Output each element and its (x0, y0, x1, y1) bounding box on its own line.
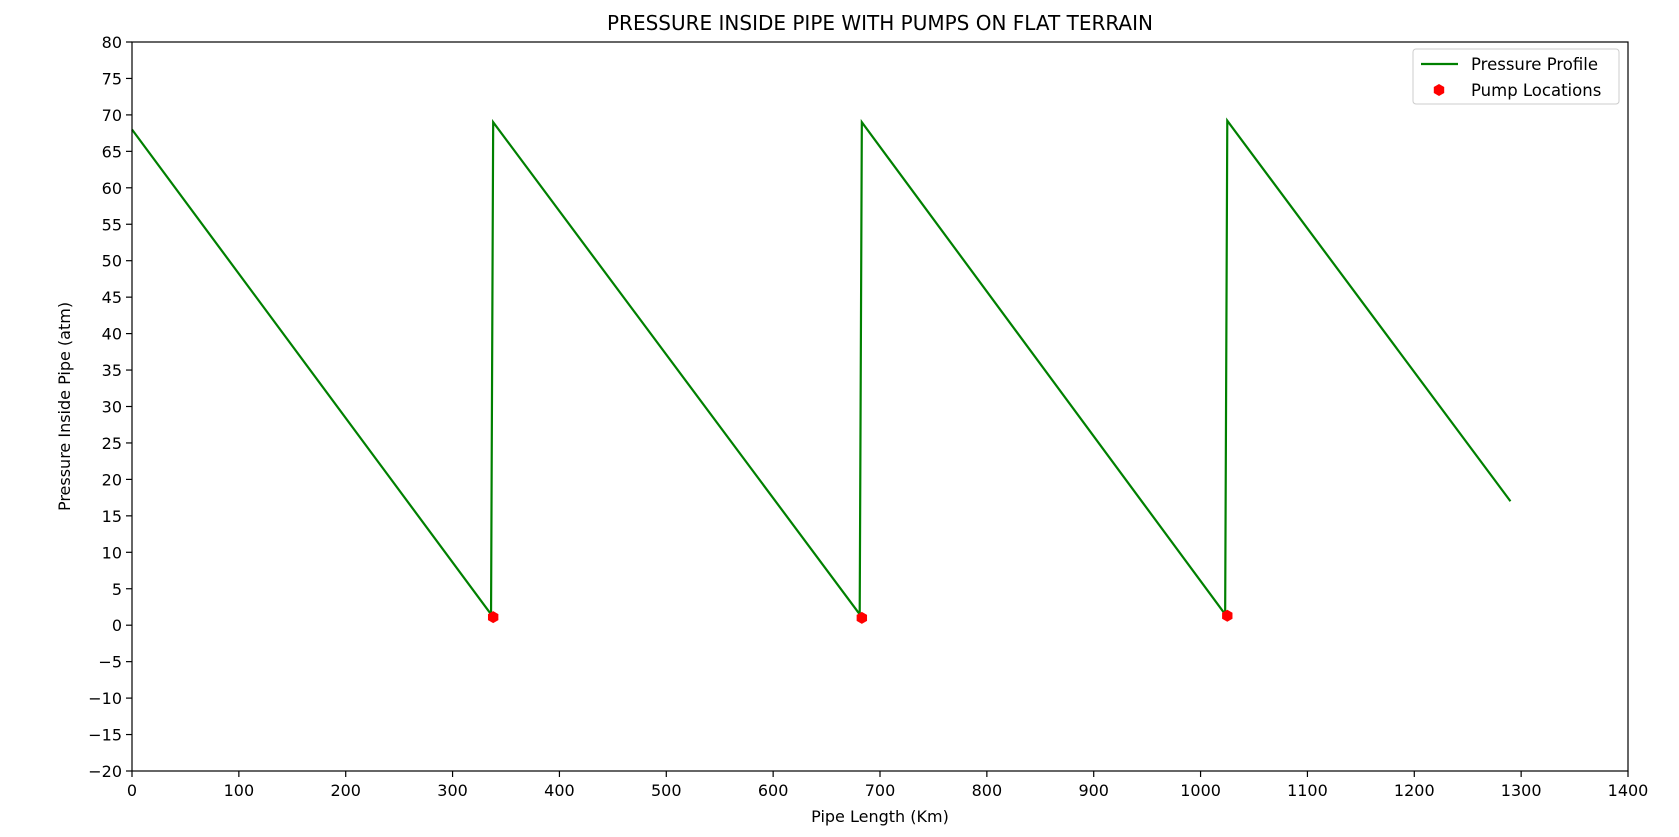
y-tick-label: −20 (88, 762, 122, 781)
y-tick-label: 45 (102, 288, 122, 307)
pump-location-marker (856, 611, 868, 624)
legend-box (1412, 48, 1620, 105)
y-tick-label: 60 (102, 179, 122, 198)
y-tick-label: 80 (102, 33, 122, 52)
x-axis-label: Pipe Length (Km) (811, 807, 949, 826)
x-tick-label: 800 (972, 781, 1003, 800)
x-tick-label: 1200 (1394, 781, 1435, 800)
x-tick-label: 300 (437, 781, 468, 800)
plot-frame (131, 41, 1629, 772)
y-tick-label: 15 (102, 507, 122, 526)
chart-title: PRESSURE INSIDE PIPE WITH PUMPS ON FLAT … (607, 11, 1153, 35)
x-axis-ticks: 0 100 200 300 400 500 600 700 800 900 1000 1100 1200… (127, 771, 1648, 800)
y-tick-label: −5 (98, 653, 122, 672)
x-tick-label: 700 (865, 781, 896, 800)
y-tick-label: −10 (88, 689, 122, 708)
x-tick-label: 900 (1078, 781, 1109, 800)
y-tick-label: 70 (102, 106, 122, 125)
pressure-profile-line (131, 117, 1512, 618)
y-tick-label: 0 (112, 616, 122, 635)
y-axis-label: Pressure Inside Pipe (atm) (55, 302, 74, 511)
x-tick-label: 1400 (1608, 781, 1649, 800)
y-tick-label: 40 (102, 325, 122, 344)
y-tick-label: 35 (102, 361, 122, 380)
y-tick-label: 5 (112, 580, 122, 599)
y-tick-label: 20 (102, 470, 122, 489)
legend: Pressure Profile Pump Locations (1412, 48, 1620, 105)
plot-area (131, 117, 1512, 624)
y-tick-label: 55 (102, 215, 122, 234)
y-tick-label: 75 (102, 69, 122, 88)
x-tick-label: 0 (127, 781, 137, 800)
legend-label: Pump Locations (1471, 81, 1601, 100)
legend-marker-swatch (1433, 84, 1445, 96)
pump-location-marker (1222, 609, 1233, 622)
y-tick-label: 10 (102, 543, 122, 562)
x-tick-label: 500 (651, 781, 682, 800)
y-tick-label: −15 (88, 726, 122, 745)
legend-label: Pressure Profile (1471, 55, 1598, 74)
x-tick-label: 400 (544, 781, 575, 800)
x-tick-label: 1100 (1287, 781, 1328, 800)
y-tick-label: 65 (102, 142, 122, 161)
x-tick-label: 200 (330, 781, 361, 800)
y-tick-label: 30 (102, 398, 122, 417)
x-tick-label: 100 (224, 781, 255, 800)
x-tick-label: 1300 (1501, 781, 1542, 800)
pump-location-marker (487, 611, 499, 624)
y-tick-label: 25 (102, 434, 122, 453)
x-tick-label: 600 (758, 781, 789, 800)
y-axis-ticks: −20 −15 −10 −5 0 5 10 15 20 25 30 35 40 45 50 55 60 65 70 7… (88, 33, 132, 781)
y-tick-label: 50 (102, 252, 122, 271)
x-tick-label: 1000 (1180, 781, 1221, 800)
